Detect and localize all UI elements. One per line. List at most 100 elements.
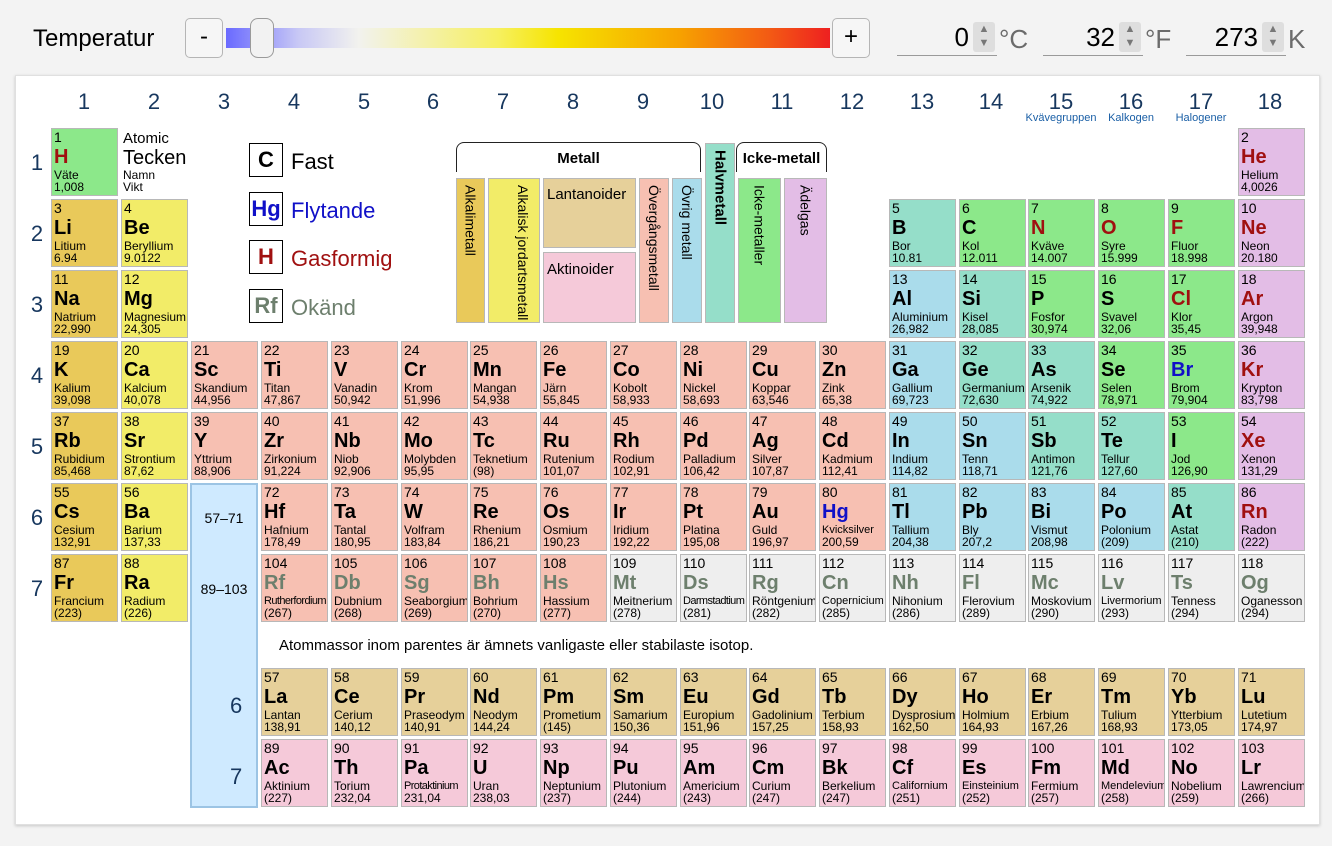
element-cell-se[interactable]: 34 Se Selen 78,971	[1098, 341, 1165, 409]
element-cell-gd[interactable]: 64 Gd Gadolinium 157,25	[749, 668, 816, 736]
element-cell-md[interactable]: 101 Md Mendelevium (258)	[1098, 739, 1165, 807]
element-cell-co[interactable]: 27 Co Kobolt 58,933	[610, 341, 677, 409]
element-cell-la[interactable]: 57 La Lantan 138,91	[261, 668, 328, 736]
element-cell-ag[interactable]: 47 Ag Silver 107,87	[749, 412, 816, 480]
element-cell-fm[interactable]: 100 Fm Fermium (257)	[1028, 739, 1095, 807]
element-cell-ge[interactable]: 32 Ge Germanium 72,630	[959, 341, 1026, 409]
element-cell-tb[interactable]: 65 Tb Terbium 158,93	[819, 668, 886, 736]
element-cell-sb[interactable]: 51 Sb Antimon 121,76	[1028, 412, 1095, 480]
element-cell-at[interactable]: 85 At Astat (210)	[1168, 483, 1235, 551]
element-cell-hs[interactable]: 108 Hs Hassium (277)	[540, 554, 607, 622]
element-cell-ga[interactable]: 31 Ga Gallium 69,723	[889, 341, 956, 409]
temperature-slider-thumb[interactable]	[250, 18, 275, 58]
element-cell-rh[interactable]: 45 Rh Rodium 102,91	[610, 412, 677, 480]
element-cell-c[interactable]: 6 C Kol 12.011	[959, 199, 1026, 267]
element-cell-te[interactable]: 52 Te Tellur 127,60	[1098, 412, 1165, 480]
element-cell-k[interactable]: 19 K Kalium 39,098	[51, 341, 118, 409]
element-cell-lr[interactable]: 103 Lr Lawrencium (266)	[1238, 739, 1305, 807]
element-cell-ti[interactable]: 22 Ti Titan 47,867	[261, 341, 328, 409]
element-cell-es[interactable]: 99 Es Einsteinium (252)	[959, 739, 1026, 807]
element-cell-mt[interactable]: 109 Mt Meitnerium (278)	[610, 554, 677, 622]
element-cell-zr[interactable]: 40 Zr Zirkonium 91,224	[261, 412, 328, 480]
element-cell-w[interactable]: 74 W Volfram 183,84	[401, 483, 468, 551]
element-cell-mo[interactable]: 42 Mo Molybden 95,95	[401, 412, 468, 480]
element-cell-er[interactable]: 68 Er Erbium 167,26	[1028, 668, 1095, 736]
element-cell-fl[interactable]: 114 Fl Flerovium (289)	[959, 554, 1026, 622]
celsius-spinner-icon[interactable]: ▲ ▼	[973, 22, 995, 52]
element-cell-ru[interactable]: 44 Ru Rutenium 101,07	[540, 412, 607, 480]
element-cell-he[interactable]: 2 He Helium 4,0026	[1238, 128, 1305, 196]
element-cell-cf[interactable]: 98 Cf Californium (251)	[889, 739, 956, 807]
element-cell-o[interactable]: 8 O Syre 15.999	[1098, 199, 1165, 267]
element-cell-tm[interactable]: 69 Tm Tulium 168,93	[1098, 668, 1165, 736]
element-cell-al[interactable]: 13 Al Aluminium 26,982	[889, 270, 956, 338]
element-cell-dy[interactable]: 66 Dy Dysprosium 162,50	[889, 668, 956, 736]
element-cell-au[interactable]: 79 Au Guld 196,97	[749, 483, 816, 551]
element-cell-pd[interactable]: 46 Pd Palladium 106,42	[680, 412, 747, 480]
element-cell-ba[interactable]: 56 Ba Barium 137,33	[121, 483, 188, 551]
element-cell-th[interactable]: 90 Th Torium 232,04	[331, 739, 398, 807]
element-cell-mn[interactable]: 25 Mn Mangan 54,938	[470, 341, 537, 409]
element-cell-zn[interactable]: 30 Zn Zink 65,38	[819, 341, 886, 409]
element-cell-cr[interactable]: 24 Cr Krom 51,996	[401, 341, 468, 409]
kelvin-field[interactable]: 273 ▲ ▼	[1186, 20, 1286, 56]
element-cell-s[interactable]: 16 S Svavel 32,06	[1098, 270, 1165, 338]
element-cell-fe[interactable]: 26 Fe Järn 55,845	[540, 341, 607, 409]
element-cell-bk[interactable]: 97 Bk Berkelium (247)	[819, 739, 886, 807]
increase-temperature-button[interactable]: +	[832, 18, 870, 58]
element-cell-cd[interactable]: 48 Cd Kadmium 112,41	[819, 412, 886, 480]
element-cell-ca[interactable]: 20 Ca Kalcium 40,078	[121, 341, 188, 409]
element-cell-pr[interactable]: 59 Pr Praseodym 140,91	[401, 668, 468, 736]
element-cell-li[interactable]: 3 Li Litium 6.94	[51, 199, 118, 267]
element-cell-ts[interactable]: 117 Ts Tenness (294)	[1168, 554, 1235, 622]
element-cell-yb[interactable]: 70 Yb Ytterbium 173,05	[1168, 668, 1235, 736]
element-cell-y[interactable]: 39 Y Yttrium 88,906	[191, 412, 258, 480]
element-cell-pm[interactable]: 61 Pm Prometium (145)	[540, 668, 607, 736]
element-cell-os[interactable]: 76 Os Osmium 190,23	[540, 483, 607, 551]
element-cell-rb[interactable]: 37 Rb Rubidium 85,468	[51, 412, 118, 480]
element-cell-bi[interactable]: 83 Bi Vismut 208,98	[1028, 483, 1095, 551]
element-cell-eu[interactable]: 63 Eu Europium 151,96	[680, 668, 747, 736]
element-cell-kr[interactable]: 36 Kr Krypton 83,798	[1238, 341, 1305, 409]
element-cell-ce[interactable]: 58 Ce Cerium 140,12	[331, 668, 398, 736]
element-cell-nh[interactable]: 113 Nh Nihonium (286)	[889, 554, 956, 622]
element-cell-lv[interactable]: 116 Lv Livermorium (293)	[1098, 554, 1165, 622]
element-cell-cu[interactable]: 29 Cu Koppar 63,546	[749, 341, 816, 409]
element-cell-no[interactable]: 102 No Nobelium (259)	[1168, 739, 1235, 807]
element-cell-na[interactable]: 11 Na Natrium 22,990	[51, 270, 118, 338]
element-cell-pb[interactable]: 82 Pb Bly 207,2	[959, 483, 1026, 551]
decrease-temperature-button[interactable]: -	[185, 18, 223, 58]
element-cell-ra[interactable]: 88 Ra Radium (226)	[121, 554, 188, 622]
element-cell-u[interactable]: 92 U Uran 238,03	[470, 739, 537, 807]
element-cell-nb[interactable]: 41 Nb Niob 92,906	[331, 412, 398, 480]
element-cell-b[interactable]: 5 B Bor 10.81	[889, 199, 956, 267]
element-cell-fr[interactable]: 87 Fr Francium (223)	[51, 554, 118, 622]
element-cell-h[interactable]: 1 H Väte 1,008	[51, 128, 118, 196]
element-cell-ne[interactable]: 10 Ne Neon 20.180	[1238, 199, 1305, 267]
element-cell-sc[interactable]: 21 Sc Skandium 44,956	[191, 341, 258, 409]
element-cell-ta[interactable]: 73 Ta Tantal 180,95	[331, 483, 398, 551]
element-cell-in[interactable]: 49 In Indium 114,82	[889, 412, 956, 480]
element-cell-pa[interactable]: 91 Pa Protaktinium 231,04	[401, 739, 468, 807]
element-cell-cm[interactable]: 96 Cm Curium (247)	[749, 739, 816, 807]
element-cell-rg[interactable]: 111 Rg Röntgenium (282)	[749, 554, 816, 622]
temperature-slider[interactable]	[226, 28, 830, 48]
element-cell-i[interactable]: 53 I Jod 126,90	[1168, 412, 1235, 480]
element-cell-p[interactable]: 15 P Fosfor 30,974	[1028, 270, 1095, 338]
element-cell-db[interactable]: 105 Db Dubnium (268)	[331, 554, 398, 622]
element-cell-pt[interactable]: 78 Pt Platina 195,08	[680, 483, 747, 551]
element-cell-rn[interactable]: 86 Rn Radon (222)	[1238, 483, 1305, 551]
element-cell-cn[interactable]: 112 Cn Copernicium (285)	[819, 554, 886, 622]
element-cell-rf[interactable]: 104 Rf Rutherfordium (267)	[261, 554, 328, 622]
element-cell-mc[interactable]: 115 Mc Moskovium (290)	[1028, 554, 1095, 622]
element-cell-pu[interactable]: 94 Pu Plutonium (244)	[610, 739, 677, 807]
element-cell-ar[interactable]: 18 Ar Argon 39,948	[1238, 270, 1305, 338]
element-cell-po[interactable]: 84 Po Polonium (209)	[1098, 483, 1165, 551]
element-cell-ds[interactable]: 110 Ds Darmstadtium (281)	[680, 554, 747, 622]
element-cell-n[interactable]: 7 N Kväve 14.007	[1028, 199, 1095, 267]
element-cell-sg[interactable]: 106 Sg Seaborgium (269)	[401, 554, 468, 622]
element-cell-ac[interactable]: 89 Ac Aktinium (227)	[261, 739, 328, 807]
element-cell-sr[interactable]: 38 Sr Strontium 87,62	[121, 412, 188, 480]
element-cell-bh[interactable]: 107 Bh Bohrium (270)	[470, 554, 537, 622]
element-cell-cl[interactable]: 17 Cl Klor 35,45	[1168, 270, 1235, 338]
